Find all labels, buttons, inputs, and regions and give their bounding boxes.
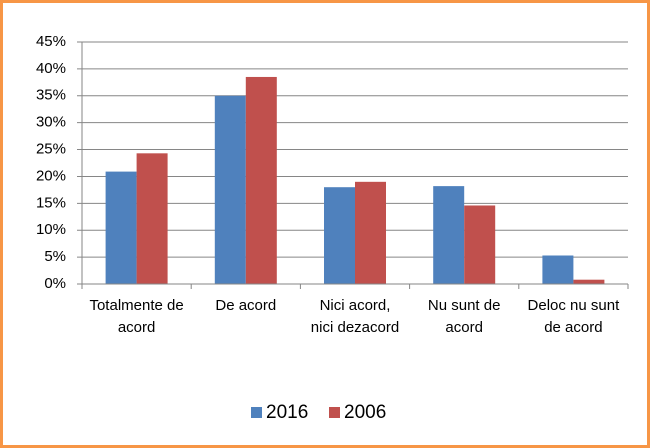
y-tick-label: 30%: [36, 114, 66, 131]
bar: [214, 95, 246, 285]
legend-label: 2006: [344, 402, 386, 423]
bar: [433, 186, 465, 284]
y-tick-label: 45%: [36, 33, 66, 50]
y-tick-label: 40%: [36, 60, 66, 77]
x-tick-label: Deloc nu sunt de acord: [527, 297, 620, 336]
bar: [136, 153, 168, 284]
bar: [245, 76, 277, 284]
x-tick-label: De acord: [215, 297, 277, 314]
y-tick-label: 10%: [36, 221, 66, 238]
y-tick-label: 25%: [36, 141, 66, 158]
bar: [464, 205, 496, 284]
y-tick-label: 15%: [36, 194, 66, 211]
bar: [324, 187, 355, 284]
y-tick-label: 0%: [44, 275, 66, 292]
bar: [573, 279, 605, 284]
x-tick-label: Nici acord, nici dezacord: [310, 297, 400, 336]
y-tick-label: 20%: [36, 167, 66, 184]
x-tick-label: Nu sunt de acord: [427, 297, 501, 336]
x-tick-label: Totalmente de acord: [89, 297, 184, 336]
legend-swatch: [329, 407, 340, 418]
y-tick-label: 5%: [44, 248, 66, 265]
legend-swatch: [251, 407, 262, 418]
bar: [355, 181, 386, 284]
bar: [542, 255, 574, 284]
legend-label: 2016: [266, 402, 308, 423]
y-tick-label: 35%: [36, 87, 66, 104]
bar: [105, 171, 137, 284]
